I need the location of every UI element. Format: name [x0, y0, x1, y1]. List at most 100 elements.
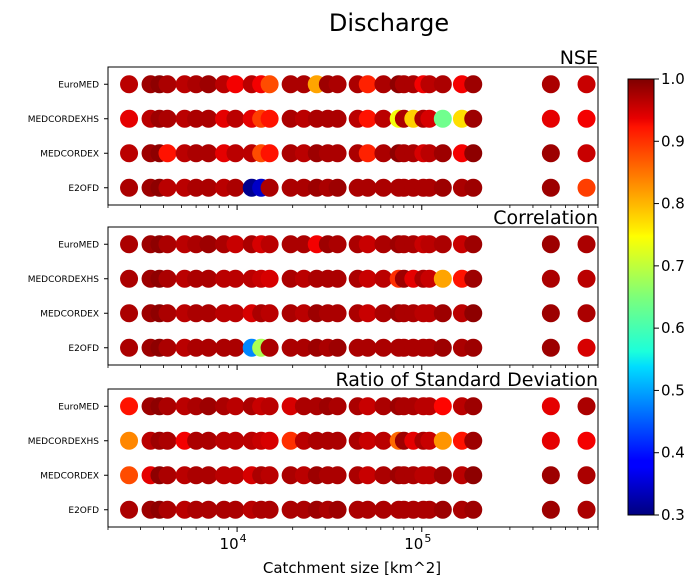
category-label: MEDCORDEXHS — [28, 437, 100, 447]
data-point — [464, 500, 483, 519]
data-point — [294, 431, 313, 450]
data-point — [541, 466, 560, 485]
data-point — [158, 500, 177, 519]
data-point — [464, 269, 483, 288]
data-point — [464, 235, 483, 254]
data-point — [420, 144, 439, 163]
data-point — [281, 500, 300, 519]
data-point — [464, 109, 483, 128]
data-point — [226, 144, 245, 163]
data-point — [328, 178, 347, 197]
data-point — [433, 144, 452, 163]
data-point — [420, 397, 439, 416]
data-point — [120, 235, 139, 254]
data-point — [374, 75, 393, 94]
data-point — [158, 304, 177, 323]
data-point — [358, 144, 377, 163]
colorbar-tick-label: 0.8 — [661, 195, 685, 213]
data-point — [358, 235, 377, 254]
category-label: EuroMED — [58, 240, 99, 250]
data-point — [328, 431, 347, 450]
data-point — [120, 178, 139, 197]
data-point — [120, 269, 139, 288]
data-point — [577, 269, 596, 288]
data-point — [226, 109, 245, 128]
data-point — [226, 466, 245, 485]
panel-1: Correlation EuroMED MEDCORDEXHS MEDCORDEX E2… — [28, 207, 599, 370]
data-point — [577, 109, 596, 128]
data-point — [260, 500, 279, 519]
category-label: MEDCORDEXHS — [28, 115, 100, 125]
data-point — [358, 431, 377, 450]
data-point — [374, 109, 393, 128]
data-point — [199, 109, 218, 128]
data-point — [260, 144, 279, 163]
x-tick-label: 104 — [220, 532, 247, 553]
data-point — [294, 500, 313, 519]
data-point — [541, 338, 560, 357]
data-point — [260, 338, 279, 357]
panel-title: Correlation — [493, 207, 598, 229]
category-label: E2OFD — [68, 344, 99, 354]
data-point — [281, 144, 300, 163]
data-point — [577, 397, 596, 416]
category-label: EuroMED — [58, 402, 99, 412]
data-point — [358, 500, 377, 519]
data-point — [187, 431, 206, 450]
data-point — [358, 397, 377, 416]
data-point — [187, 338, 206, 357]
data-point — [464, 304, 483, 323]
data-point — [294, 235, 313, 254]
data-point — [260, 178, 279, 197]
data-point — [328, 144, 347, 163]
data-point — [541, 109, 560, 128]
data-point — [260, 269, 279, 288]
data-point — [433, 109, 452, 128]
data-point — [374, 178, 393, 197]
data-point — [226, 397, 245, 416]
colorbar-tick-label: 0.5 — [661, 381, 685, 399]
colorbar: 1.0 0.9 0.8 0.7 0.6 0.5 0.4 0.3 — [627, 70, 685, 524]
data-point — [464, 338, 483, 357]
data-point — [420, 500, 439, 519]
data-point — [374, 466, 393, 485]
x-axis-label: Catchment size [km^2] — [263, 559, 441, 577]
category-label: MEDCORDEX — [40, 309, 99, 319]
data-point — [294, 269, 313, 288]
data-point — [420, 269, 439, 288]
data-point — [226, 500, 245, 519]
data-point — [433, 431, 452, 450]
data-point — [294, 144, 313, 163]
data-point — [464, 466, 483, 485]
colorbar-tick-label: 0.7 — [661, 257, 685, 275]
colorbar-tick-label: 0.3 — [661, 506, 685, 524]
data-point — [420, 235, 439, 254]
data-point — [226, 304, 245, 323]
data-point — [328, 500, 347, 519]
category-label: MEDCORDEX — [40, 149, 99, 159]
data-point — [158, 144, 177, 163]
colorbar-ticks: 1.0 0.9 0.8 0.7 0.6 0.5 0.4 0.3 — [654, 70, 685, 524]
data-point — [420, 75, 439, 94]
data-point — [294, 338, 313, 357]
data-point — [281, 397, 300, 416]
figure-title: Discharge — [329, 9, 449, 37]
data-point — [158, 235, 177, 254]
data-point — [577, 431, 596, 450]
data-point — [541, 304, 560, 323]
data-point — [420, 178, 439, 197]
data-point — [120, 500, 139, 519]
data-point — [260, 397, 279, 416]
data-point — [187, 235, 206, 254]
data-point — [226, 235, 245, 254]
data-point — [158, 397, 177, 416]
panel-title: Ratio of Standard Deviation — [335, 369, 598, 391]
x-axis: 104 105 — [220, 532, 432, 553]
data-point — [199, 178, 218, 197]
data-point — [158, 178, 177, 197]
data-point — [464, 144, 483, 163]
category-label: E2OFD — [68, 506, 99, 516]
data-point — [433, 178, 452, 197]
category-label: EuroMED — [58, 80, 99, 90]
data-point — [120, 338, 139, 357]
